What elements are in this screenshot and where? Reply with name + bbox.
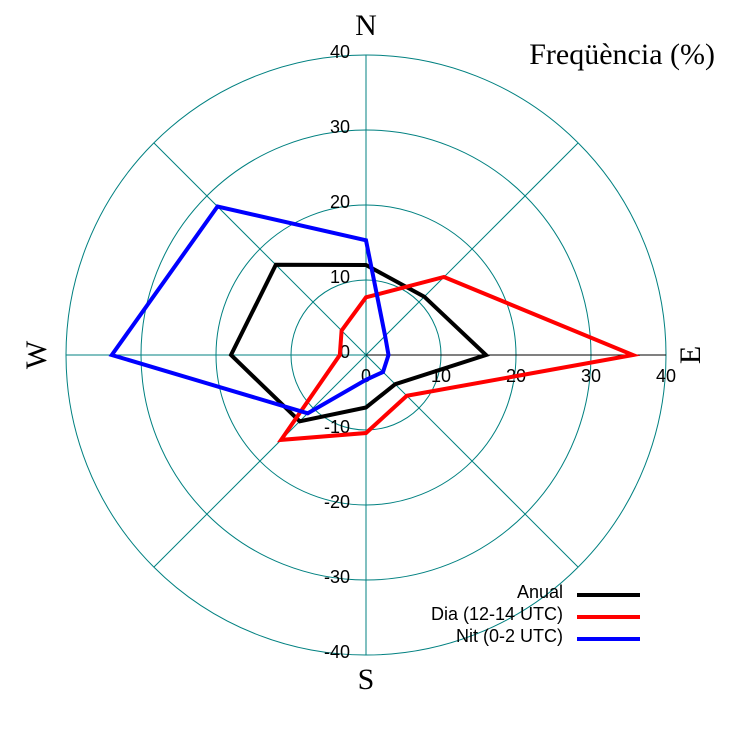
y-tick-label: 10 xyxy=(330,267,350,287)
direction-label: W xyxy=(20,340,53,369)
series-line xyxy=(108,204,391,416)
x-tick-label: 40 xyxy=(656,366,676,386)
y-tick-label: 20 xyxy=(330,192,350,212)
y-tick-label: 0 xyxy=(340,342,350,362)
y-tick-label: 30 xyxy=(330,117,350,137)
y-tick-label: -10 xyxy=(324,417,350,437)
legend-label: Anual xyxy=(517,582,563,602)
series-line xyxy=(228,262,490,424)
y-tick-label: -40 xyxy=(324,642,350,662)
series-line xyxy=(277,274,641,443)
y-tick-label: -20 xyxy=(324,492,350,512)
legend-label: Nit (0-2 UTC) xyxy=(456,626,563,646)
x-tick-label: 0 xyxy=(361,366,371,386)
direction-label: N xyxy=(355,9,377,42)
y-tick-label: 40 xyxy=(330,42,350,62)
direction-label: S xyxy=(358,663,375,696)
legend-label: Dia (12-14 UTC) xyxy=(431,604,563,624)
chart-title: Freqüència (%) xyxy=(529,38,715,71)
direction-label: E xyxy=(674,346,707,364)
y-tick-label: -30 xyxy=(324,567,350,587)
x-tick-label: 30 xyxy=(581,366,601,386)
